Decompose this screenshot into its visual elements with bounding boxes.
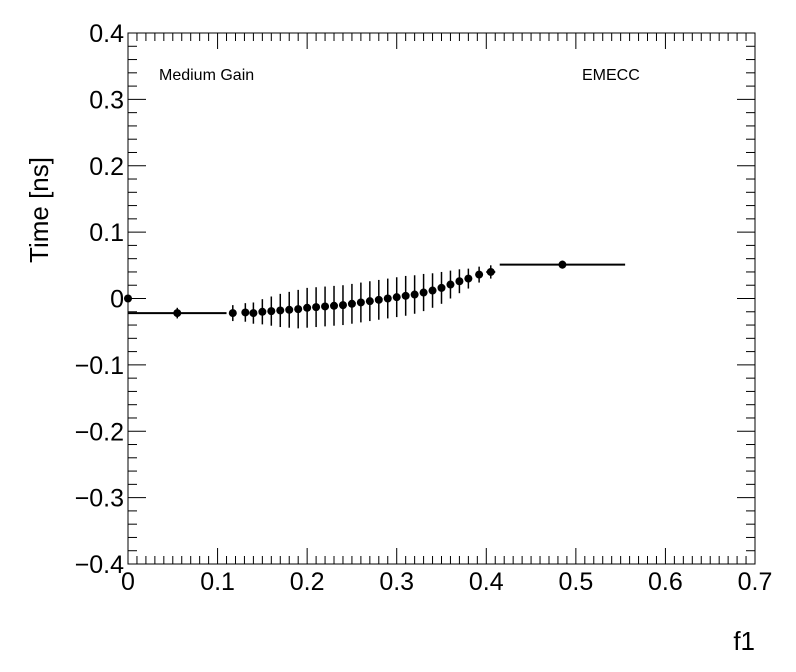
- marker: [446, 280, 455, 289]
- data-point: [419, 273, 428, 312]
- marker: [303, 303, 312, 312]
- marker: [410, 290, 419, 299]
- data-point: [437, 271, 446, 304]
- data-point: [347, 283, 356, 324]
- marker: [419, 288, 428, 297]
- marker: [383, 294, 392, 303]
- marker: [241, 308, 250, 317]
- data-point: [356, 282, 365, 323]
- marker: [428, 286, 437, 295]
- marker: [267, 307, 276, 316]
- x-tick-label: 0.1: [200, 568, 235, 596]
- data-point: [321, 286, 330, 327]
- y-tick-label: 0.2: [89, 153, 124, 181]
- data-point: [475, 266, 484, 283]
- x-tick-label: 0: [121, 568, 135, 596]
- marker: [464, 274, 473, 283]
- x-tick-labels: 0 0.1 0.2 0.3 0.4 0.5 0.6 0.7: [121, 568, 772, 596]
- marker: [321, 302, 330, 311]
- marker: [124, 294, 132, 303]
- y-tick-label: −0.4: [75, 551, 124, 579]
- x-tick-label: 0.3: [379, 568, 414, 596]
- data-point: [228, 305, 237, 322]
- x-tick-label: 0.6: [648, 568, 683, 596]
- marker: [330, 301, 339, 310]
- marker: [455, 277, 464, 286]
- marker: [401, 291, 410, 300]
- marker: [258, 307, 267, 316]
- data-point: [486, 265, 496, 279]
- y-tick-label: 0.1: [89, 219, 124, 247]
- x-tick-label: 0.4: [469, 568, 504, 596]
- x-tick-label: 0.2: [290, 568, 325, 596]
- data-point: [303, 287, 312, 328]
- data-point: [338, 285, 347, 326]
- y-tick-labels: −0.4 −0.3 −0.2 −0.1 0 0.1 0.2 0.3 0.4: [75, 20, 124, 579]
- data-point: [410, 275, 419, 314]
- y-tick-label: 0: [110, 286, 124, 314]
- data-point: [455, 269, 464, 294]
- x-axis-title: f1: [733, 626, 755, 656]
- data-point: [285, 291, 294, 328]
- marker: [347, 299, 356, 308]
- marker: [228, 309, 237, 318]
- data-point: [241, 303, 250, 322]
- x-tick-label: 0.5: [558, 568, 593, 596]
- data-point: [446, 270, 455, 299]
- marker: [276, 306, 285, 315]
- x-tick-label: 0.7: [738, 568, 773, 596]
- data-point: [499, 260, 626, 269]
- data-point: [258, 299, 267, 325]
- marker: [558, 260, 567, 269]
- y-tick-label: −0.1: [75, 352, 124, 380]
- marker: [338, 301, 347, 310]
- data-point: [312, 287, 321, 328]
- y-tick-label: −0.3: [75, 485, 124, 513]
- marker: [392, 293, 401, 302]
- marker: [475, 270, 484, 279]
- marker: [173, 309, 182, 318]
- data-point: [294, 289, 303, 329]
- marker: [294, 305, 303, 314]
- y-tick-label: 0.4: [89, 20, 124, 48]
- data-point: [365, 281, 374, 322]
- y-tick-label: −0.2: [75, 418, 124, 446]
- annotation-medium-gain: Medium Gain: [159, 67, 254, 84]
- marker: [437, 283, 446, 292]
- data-point: [428, 273, 437, 308]
- marker: [365, 297, 374, 306]
- data-point: [392, 277, 401, 318]
- marker: [285, 305, 294, 314]
- data-point: [401, 275, 410, 316]
- data-point: [249, 302, 258, 324]
- marker: [374, 295, 383, 304]
- data-point: [124, 294, 132, 303]
- data-point: [330, 285, 339, 326]
- axis-ticks: [127, 32, 756, 565]
- annotation-emecc: EMECC: [582, 67, 640, 84]
- data-point: [383, 278, 392, 319]
- data-points: [124, 260, 626, 329]
- data-point: [267, 296, 276, 326]
- y-tick-label: 0.3: [89, 86, 124, 114]
- marker: [356, 298, 365, 307]
- marker: [312, 303, 321, 312]
- y-axis-title: Time [ns]: [24, 157, 54, 263]
- data-point: [374, 279, 383, 320]
- data-point: [276, 293, 285, 328]
- marker: [249, 309, 258, 318]
- data-point: [464, 268, 473, 289]
- marker: [486, 267, 495, 276]
- data-point: [128, 307, 227, 319]
